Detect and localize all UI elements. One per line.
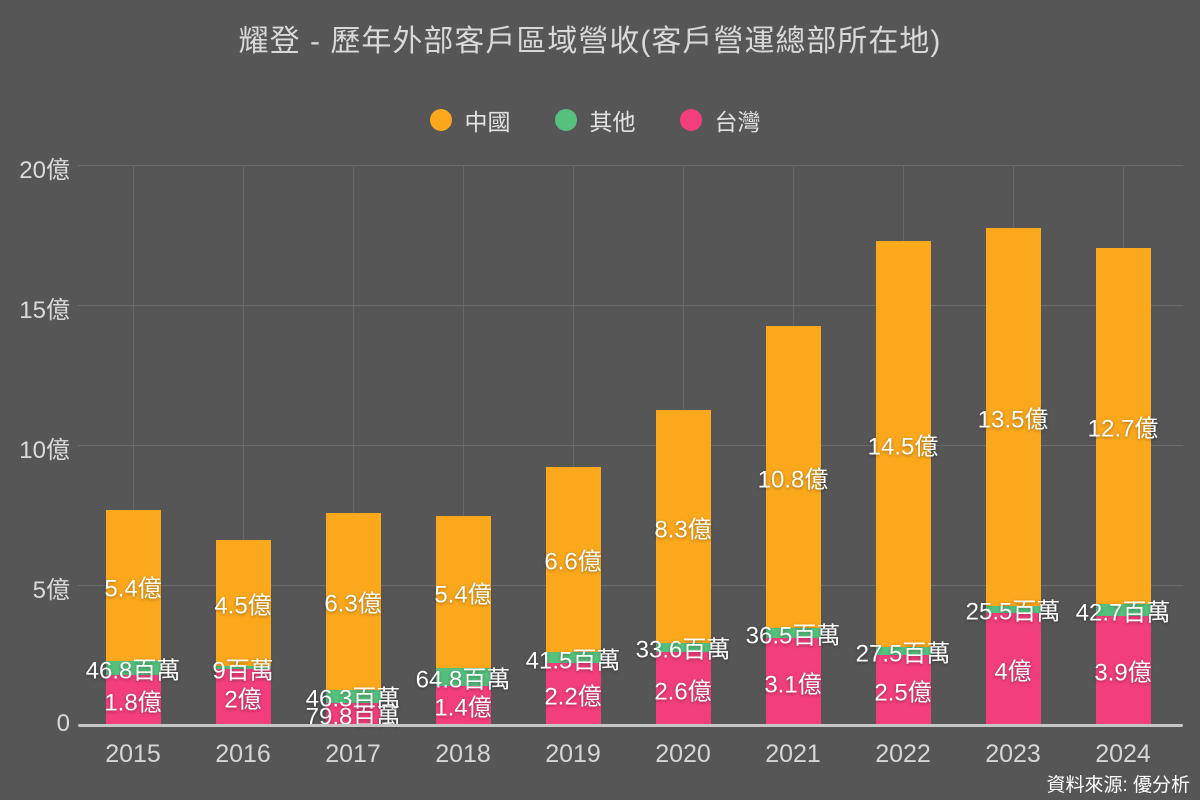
value-label-taiwan-2016: 2億 xyxy=(224,686,262,714)
legend-label-taiwan: 台灣 xyxy=(714,109,761,135)
v-gridline-2015 xyxy=(133,165,134,725)
legend-dot-others-icon xyxy=(554,109,577,131)
value-label-taiwan-2018: 1.4億 xyxy=(434,694,492,722)
bar-segment-others-2024[interactable] xyxy=(1095,603,1151,616)
h-gridline-10 xyxy=(78,444,1183,446)
bar-segment-others-2018[interactable] xyxy=(435,667,491,686)
bar-segment-taiwan-2017[interactable] xyxy=(325,702,381,725)
v-gridline-2018 xyxy=(463,165,464,725)
source-note: 資料來源: 優分析 xyxy=(1046,775,1190,796)
x-axis-label-2019: 2019 xyxy=(545,740,601,768)
value-label-china-2017: 6.3億 xyxy=(324,590,382,618)
x-axis-label-2022: 2022 xyxy=(875,740,931,768)
y-axis-label-5: 5億 xyxy=(32,577,70,604)
bar-segment-china-2022[interactable] xyxy=(875,241,931,648)
bar-segment-others-2022[interactable] xyxy=(875,647,931,655)
value-label-taiwan-2022: 2.5億 xyxy=(874,679,932,707)
bar-segment-china-2021[interactable] xyxy=(765,325,821,628)
value-label-others-2021: 36.5百萬 xyxy=(745,622,841,650)
bar-segment-china-2019[interactable] xyxy=(545,466,601,652)
bar-segment-taiwan-2015[interactable] xyxy=(105,674,161,725)
value-label-others-2018: 64.8百萬 xyxy=(415,666,511,694)
value-label-taiwan-2021: 3.1億 xyxy=(764,671,822,699)
value-label-china-2020: 8.3億 xyxy=(654,516,712,544)
bar-segment-china-2023[interactable] xyxy=(985,227,1041,606)
bar-segment-china-2017[interactable] xyxy=(325,513,381,690)
value-label-china-2021: 10.8億 xyxy=(757,466,829,494)
bar-segment-others-2023[interactable] xyxy=(985,605,1041,613)
bar-segment-china-2020[interactable] xyxy=(655,410,711,643)
value-label-others-2020: 33.6百萬 xyxy=(635,636,731,664)
v-gridline-2016 xyxy=(243,165,244,725)
h-gridline-15 xyxy=(78,304,1183,306)
x-axis-label-2018: 2018 xyxy=(435,740,491,768)
v-gridline-2017 xyxy=(353,165,354,725)
value-label-taiwan-2024: 3.9億 xyxy=(1094,659,1152,687)
legend-dot-china-icon xyxy=(429,109,452,131)
value-label-china-2015: 5.4億 xyxy=(104,575,162,603)
x-axis-line xyxy=(78,724,1183,727)
y-axis-label-0: 0 xyxy=(56,710,70,737)
bar-segment-china-2015[interactable] xyxy=(105,510,161,662)
value-label-china-2016: 4.5億 xyxy=(214,592,272,620)
value-label-others-2016: 9百萬 xyxy=(212,657,274,685)
bar-segment-others-2016[interactable] xyxy=(215,666,271,669)
bar-segment-others-2020[interactable] xyxy=(655,642,711,653)
y-axis-label-20: 20億 xyxy=(19,157,70,184)
value-label-others-2023: 25.5百萬 xyxy=(965,598,1061,626)
bar-segment-taiwan-2018[interactable] xyxy=(435,685,491,725)
value-label-china-2019: 6.6億 xyxy=(544,548,602,576)
legend-dot-taiwan-icon xyxy=(679,109,702,131)
value-label-others-2017: 46.3百萬 xyxy=(305,685,401,713)
bar-segment-taiwan-2022[interactable] xyxy=(875,655,931,725)
bar-segment-china-2018[interactable] xyxy=(435,516,491,668)
legend-item-taiwan[interactable]: 台灣 xyxy=(679,103,761,137)
value-label-taiwan-2020: 2.6億 xyxy=(654,678,712,706)
bar-segment-taiwan-2023[interactable] xyxy=(985,613,1041,725)
h-gridline-20 xyxy=(78,164,1183,166)
bar-segment-taiwan-2019[interactable] xyxy=(545,663,601,725)
value-label-others-2022: 27.5百萬 xyxy=(855,640,951,668)
value-label-others-2019: 41.5百萬 xyxy=(525,647,621,675)
x-axis-label-2023: 2023 xyxy=(985,740,1041,768)
value-label-taiwan-2019: 2.2億 xyxy=(544,683,602,711)
value-label-others-2015: 46.8百萬 xyxy=(85,657,181,685)
value-label-taiwan-2023: 4億 xyxy=(994,658,1032,686)
x-axis-label-2020: 2020 xyxy=(655,740,711,768)
chart-title: 耀登 - 歷年外部客戶區域營收(客戶營運總部所在地) xyxy=(238,25,942,58)
value-label-china-2023: 13.5億 xyxy=(977,406,1049,434)
bar-segment-taiwan-2024[interactable] xyxy=(1095,615,1151,725)
value-label-taiwan-2015: 1.8億 xyxy=(104,689,162,717)
v-gridline-2019 xyxy=(573,165,574,725)
value-label-others-2024: 42.7百萬 xyxy=(1075,599,1171,627)
x-axis-label-2015: 2015 xyxy=(105,740,161,768)
y-axis-label-15: 15億 xyxy=(19,297,70,324)
x-axis-label-2017: 2017 xyxy=(325,740,381,768)
value-label-china-2018: 5.4億 xyxy=(434,581,492,609)
legend-item-others[interactable]: 其他 xyxy=(554,103,636,137)
bar-segment-taiwan-2021[interactable] xyxy=(765,638,821,725)
bar-segment-taiwan-2016[interactable] xyxy=(215,669,271,725)
bar-segment-china-2016[interactable] xyxy=(215,540,271,667)
legend-label-china: 中國 xyxy=(464,109,511,135)
bar-segment-others-2017[interactable] xyxy=(325,689,381,703)
value-label-china-2022: 14.5億 xyxy=(867,433,939,461)
x-axis-label-2024: 2024 xyxy=(1095,740,1151,768)
y-axis-label-10: 10億 xyxy=(19,437,70,464)
bar-segment-taiwan-2020[interactable] xyxy=(655,652,711,725)
h-gridline-5 xyxy=(78,584,1183,586)
bar-segment-others-2021[interactable] xyxy=(765,627,821,639)
bar-segment-others-2015[interactable] xyxy=(105,661,161,675)
legend: 中國 其他 台灣 xyxy=(0,103,1190,137)
x-axis-label-2021: 2021 xyxy=(765,740,821,768)
bar-segment-china-2024[interactable] xyxy=(1095,248,1151,604)
legend-label-others: 其他 xyxy=(589,109,636,135)
value-label-china-2024: 12.7億 xyxy=(1087,415,1159,443)
legend-item-china[interactable]: 中國 xyxy=(429,103,511,137)
x-axis-label-2016: 2016 xyxy=(215,740,271,768)
bar-segment-others-2019[interactable] xyxy=(545,651,601,664)
